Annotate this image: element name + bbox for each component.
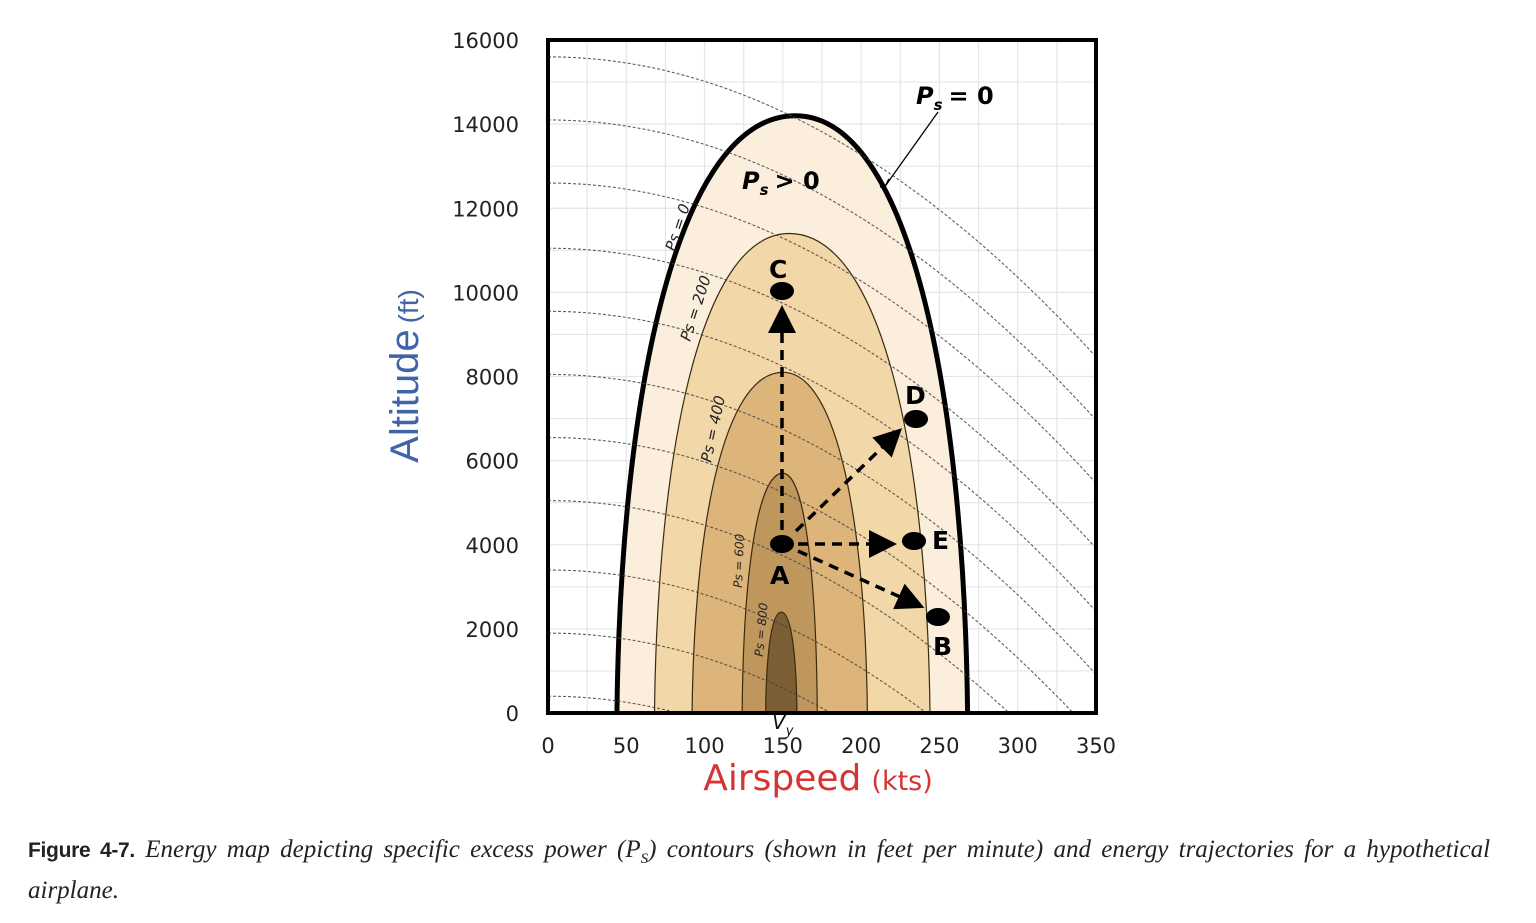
figure-label: Figure 4-7. [28, 839, 135, 862]
energy-height-line [548, 247, 1096, 549]
energy-height-line [548, 569, 928, 713]
point-label-d: D [905, 381, 926, 410]
y-tick-label: 10000 [452, 281, 519, 305]
energy-height-line [548, 436, 1074, 713]
point-label-a: A [770, 561, 790, 590]
y-axis-ticks: 0 2000 4000 6000 8000 10000 12000 14000 16000 [452, 29, 519, 726]
points [770, 282, 950, 626]
x-axis-title: Airspeed (kts) [703, 758, 933, 799]
energy-height-line [548, 119, 1096, 421]
energy-height-line [548, 695, 680, 713]
caption-text-2: ) contours (shown in feet per minute) an… [28, 836, 1491, 904]
point-a [770, 535, 794, 553]
x-axis-ticks: 0 50 100 150 200 250 300 350 [541, 734, 1116, 758]
energy-height-line [548, 310, 1096, 612]
ps-zero-callout-label: Ps = 0 [916, 82, 994, 114]
y-tick-label: 4000 [466, 534, 519, 558]
x-tick-label: 350 [1076, 734, 1116, 758]
energy-map-chart: A B C D E Ps = 0 Ps > 0 Ps = 0 Ps = 200 Ps… [383, 29, 1116, 799]
contour-label-ps800: Ps = 800 [752, 602, 771, 657]
y-tick-label: 6000 [466, 450, 519, 474]
y-axis-title: Altitude(ft) [383, 289, 427, 463]
caption-subscript: S [640, 851, 649, 867]
point-label-c: C [769, 255, 787, 284]
trajectory-a-to-d [794, 428, 903, 533]
energy-height-line [548, 632, 832, 713]
energy-height-line [548, 182, 1096, 484]
point-b [926, 608, 950, 626]
x-tick-label: 150 [763, 734, 803, 758]
y-tick-label: 8000 [466, 366, 519, 390]
vy-label: Vy [772, 710, 794, 739]
energy-height-lines [548, 56, 1096, 713]
energy-height-line [548, 500, 1010, 713]
x-tick-label: 100 [685, 734, 725, 758]
ps-positive-label: Ps > 0 [742, 167, 820, 199]
point-label-e: E [932, 526, 949, 555]
caption-text-1: Energy map depicting specific excess pow… [145, 836, 641, 863]
y-tick-label: 2000 [466, 618, 519, 642]
x-tick-label: 300 [998, 734, 1038, 758]
contour-ps800-region [765, 611, 798, 713]
point-c [770, 282, 794, 300]
figure-caption: Figure 4-7. Energy map depicting specifi… [28, 834, 1490, 906]
y-tick-label: 0 [506, 702, 519, 726]
point-label-b: B [933, 632, 952, 661]
point-d [904, 410, 928, 428]
y-tick-label: 16000 [452, 29, 519, 53]
energy-height-line [548, 373, 1096, 675]
y-tick-label: 14000 [452, 113, 519, 137]
energy-height-line [548, 56, 1096, 358]
x-tick-label: 200 [841, 734, 881, 758]
ps-zero-callout-arrow [885, 111, 939, 186]
point-e [902, 532, 926, 550]
plot-frame [546, 38, 1098, 715]
energy-trajectories [768, 305, 925, 610]
x-tick-label: 0 [541, 734, 554, 758]
y-tick-label: 12000 [452, 197, 519, 221]
x-tick-label: 250 [919, 734, 959, 758]
contour-label-ps600: Ps = 600 [731, 533, 747, 588]
x-tick-label: 50 [613, 734, 640, 758]
trajectory-a-to-b [797, 549, 925, 610]
